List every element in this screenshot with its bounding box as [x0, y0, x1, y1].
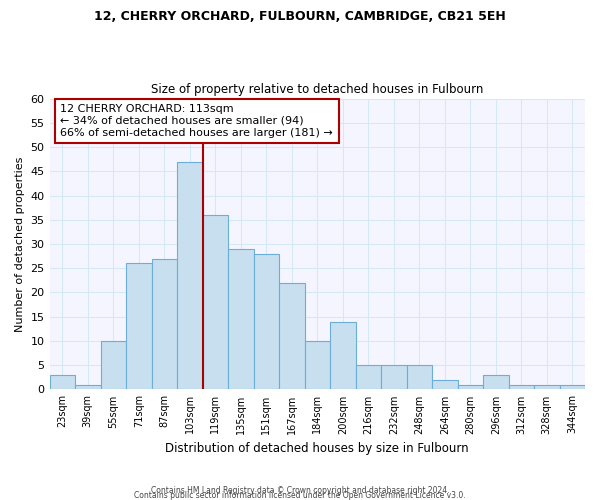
Bar	[356, 365, 381, 390]
Bar	[483, 375, 509, 390]
Bar	[126, 264, 152, 390]
Y-axis label: Number of detached properties: Number of detached properties	[15, 156, 25, 332]
Text: 12 CHERRY ORCHARD: 113sqm
← 34% of detached houses are smaller (94)
66% of semi-: 12 CHERRY ORCHARD: 113sqm ← 34% of detac…	[60, 104, 333, 138]
X-axis label: Distribution of detached houses by size in Fulbourn: Distribution of detached houses by size …	[166, 442, 469, 455]
Bar	[534, 384, 560, 390]
Bar	[50, 375, 75, 390]
Bar	[407, 365, 432, 390]
Text: 12, CHERRY ORCHARD, FULBOURN, CAMBRIDGE, CB21 5EH: 12, CHERRY ORCHARD, FULBOURN, CAMBRIDGE,…	[94, 10, 506, 23]
Bar	[75, 384, 101, 390]
Bar	[177, 162, 203, 390]
Bar	[152, 258, 177, 390]
Bar	[228, 249, 254, 390]
Text: Contains public sector information licensed under the Open Government Licence v3: Contains public sector information licen…	[134, 491, 466, 500]
Bar	[509, 384, 534, 390]
Title: Size of property relative to detached houses in Fulbourn: Size of property relative to detached ho…	[151, 83, 484, 96]
Bar	[203, 215, 228, 390]
Bar	[432, 380, 458, 390]
Bar	[254, 254, 279, 390]
Bar	[305, 341, 330, 390]
Bar	[279, 283, 305, 390]
Bar	[101, 341, 126, 390]
Bar	[381, 365, 407, 390]
Bar	[560, 384, 585, 390]
Bar	[458, 384, 483, 390]
Bar	[330, 322, 356, 390]
Text: Contains HM Land Registry data © Crown copyright and database right 2024.: Contains HM Land Registry data © Crown c…	[151, 486, 449, 495]
